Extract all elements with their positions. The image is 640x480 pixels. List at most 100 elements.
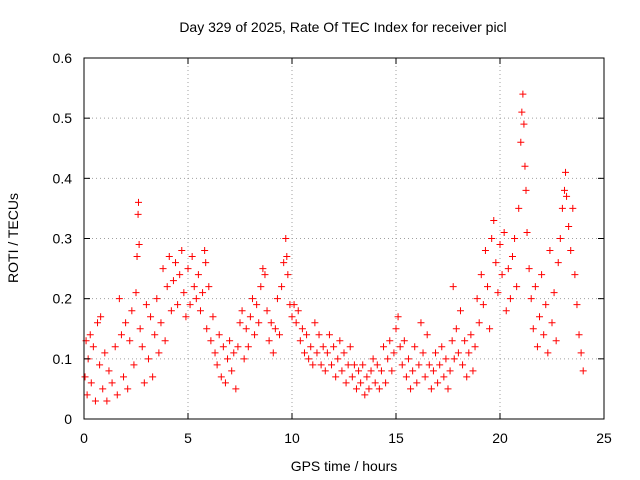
data-point bbox=[251, 331, 259, 339]
data-point bbox=[202, 259, 210, 267]
data-point bbox=[350, 361, 358, 369]
data-point bbox=[388, 367, 396, 375]
data-point bbox=[449, 283, 457, 291]
x-tick-label: 25 bbox=[596, 430, 612, 446]
y-tick-label: 0 bbox=[64, 411, 72, 427]
data-point bbox=[484, 283, 492, 291]
data-point bbox=[133, 253, 141, 261]
data-point bbox=[188, 253, 196, 261]
data-point bbox=[471, 343, 479, 351]
data-point bbox=[336, 337, 344, 345]
data-point bbox=[178, 247, 186, 255]
data-point bbox=[556, 235, 564, 242]
data-point bbox=[552, 337, 560, 345]
data-point bbox=[89, 343, 97, 351]
data-point bbox=[165, 253, 173, 261]
data-point bbox=[513, 283, 521, 291]
data-point bbox=[409, 367, 417, 375]
data-point bbox=[567, 247, 575, 255]
data-point bbox=[161, 337, 169, 345]
data-point bbox=[421, 373, 429, 381]
data-point bbox=[292, 319, 300, 327]
data-point bbox=[122, 319, 130, 327]
data-point bbox=[371, 379, 379, 387]
data-point bbox=[486, 325, 494, 333]
data-point bbox=[380, 343, 388, 351]
data-point bbox=[240, 355, 248, 363]
data-point bbox=[536, 313, 544, 321]
data-point bbox=[444, 385, 452, 393]
data-point bbox=[479, 301, 487, 309]
data-point bbox=[571, 271, 579, 279]
data-point bbox=[86, 331, 94, 339]
data-point bbox=[540, 331, 548, 339]
data-point bbox=[144, 355, 152, 363]
data-point bbox=[465, 349, 473, 357]
data-point bbox=[404, 355, 412, 363]
data-point bbox=[267, 319, 275, 327]
data-point bbox=[176, 271, 184, 279]
data-point bbox=[386, 337, 394, 345]
data-point bbox=[136, 325, 144, 333]
data-point bbox=[579, 367, 587, 375]
data-point bbox=[494, 289, 502, 297]
data-point bbox=[319, 343, 327, 351]
data-point bbox=[463, 373, 471, 381]
data-point bbox=[238, 307, 246, 315]
data-point bbox=[282, 235, 290, 242]
data-point bbox=[411, 343, 419, 351]
data-point bbox=[278, 283, 286, 291]
data-point bbox=[390, 349, 398, 357]
data-point bbox=[117, 331, 125, 339]
data-point bbox=[101, 349, 109, 357]
data-point bbox=[519, 90, 527, 98]
data-point bbox=[261, 271, 269, 279]
data-point bbox=[217, 373, 225, 381]
data-point bbox=[563, 192, 571, 200]
data-point bbox=[546, 247, 554, 255]
data-point bbox=[527, 295, 535, 303]
data-point bbox=[111, 343, 119, 351]
data-point bbox=[338, 367, 346, 375]
data-point bbox=[151, 331, 159, 339]
chart-title: Day 329 of 2025, Rate Of TEC Index for r… bbox=[179, 19, 506, 35]
data-point bbox=[303, 331, 311, 339]
data-point bbox=[452, 325, 460, 333]
data-point bbox=[429, 367, 437, 375]
data-point bbox=[456, 307, 464, 315]
data-point bbox=[94, 319, 102, 327]
data-point bbox=[355, 367, 363, 375]
x-tick-label: 0 bbox=[80, 430, 88, 446]
data-point bbox=[169, 277, 177, 285]
data-point bbox=[96, 361, 104, 369]
data-point bbox=[417, 319, 425, 327]
data-point bbox=[167, 307, 175, 315]
data-point bbox=[511, 235, 519, 242]
data-point bbox=[211, 349, 219, 357]
data-point bbox=[432, 349, 440, 357]
data-point bbox=[419, 349, 427, 357]
data-point bbox=[533, 343, 541, 351]
data-point bbox=[207, 337, 215, 345]
data-point bbox=[517, 138, 525, 146]
data-point bbox=[135, 241, 143, 249]
data-point bbox=[542, 301, 550, 309]
data-point bbox=[398, 361, 406, 369]
data-point bbox=[313, 349, 321, 357]
data-point bbox=[361, 391, 369, 399]
data-point bbox=[396, 343, 404, 351]
data-point bbox=[373, 361, 381, 369]
data-point bbox=[224, 355, 232, 363]
data-point bbox=[255, 319, 263, 327]
data-point bbox=[560, 186, 568, 194]
data-point bbox=[81, 373, 89, 381]
data-point bbox=[475, 319, 483, 327]
data-point bbox=[352, 385, 360, 393]
data-point bbox=[548, 319, 556, 327]
data-point bbox=[196, 307, 204, 315]
data-point bbox=[425, 361, 433, 369]
data-point bbox=[415, 361, 423, 369]
data-point bbox=[132, 289, 140, 297]
data-point bbox=[215, 331, 223, 339]
